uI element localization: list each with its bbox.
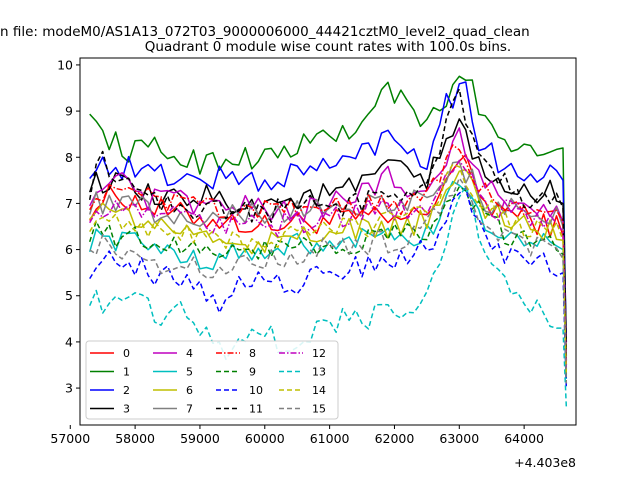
series-line-15 — [89, 177, 568, 384]
x-tick-label: 58000 — [115, 431, 155, 446]
x-tick-label: 64000 — [504, 431, 544, 446]
legend-label-1: 1 — [123, 366, 130, 379]
series-line-7 — [88, 160, 568, 366]
legend-label-10: 10 — [249, 384, 263, 397]
y-tick-label: 10 — [57, 57, 73, 72]
y-tick-label: 3 — [65, 381, 73, 396]
legend-label-4: 4 — [186, 347, 193, 360]
x-tick-label: 62000 — [375, 431, 415, 446]
x-tick-label: 57000 — [50, 431, 90, 446]
y-tick-label: 4 — [65, 334, 73, 349]
x-tick-label: 60000 — [245, 431, 285, 446]
y-tick-label: 7 — [65, 196, 73, 211]
y-tick-label: 8 — [65, 150, 73, 165]
series-line-12 — [89, 159, 568, 370]
series-line-13 — [89, 185, 568, 407]
y-tick-label: 5 — [65, 288, 73, 303]
series-line-1 — [89, 75, 568, 361]
legend-label-9: 9 — [249, 366, 256, 379]
legend-label-11: 11 — [249, 403, 263, 416]
x-tick-label: 63000 — [439, 431, 479, 446]
series-line-9 — [88, 185, 568, 384]
legend-label-8: 8 — [249, 347, 256, 360]
legend-label-14: 14 — [312, 384, 326, 397]
x-tick-label: 59000 — [180, 431, 220, 446]
legend-label-3: 3 — [123, 403, 130, 416]
legend-label-0: 0 — [123, 347, 130, 360]
plot-frame — [79, 57, 577, 426]
y-tick-label: 6 — [65, 242, 73, 257]
legend-label-15: 15 — [312, 403, 326, 416]
x-axis: 57000 58000 59000 60000 61000 62000 63000 64000 — [50, 425, 544, 446]
series-line-8 — [89, 144, 568, 366]
x-offset-label: +4.403e8 — [514, 455, 576, 470]
x-tick-label: 61000 — [310, 431, 350, 446]
legend-label-7: 7 — [186, 403, 193, 416]
legend-box — [85, 340, 339, 420]
series-line-2 — [89, 81, 568, 342]
legend-label-2: 2 — [123, 384, 130, 397]
series-line-0 — [89, 153, 568, 361]
chart-title: Quadrant 0 module wise count rates with … — [145, 39, 511, 55]
legend-label-13: 13 — [312, 366, 326, 379]
y-axis: 3 4 5 6 7 8 9 10 — [57, 57, 80, 396]
series-line-4 — [89, 127, 568, 370]
y-tick-label: 9 — [65, 104, 73, 119]
legend-label-12: 12 — [312, 347, 326, 360]
chart-suptitle: n file: modeM0/AS1A13_072T03_9000006000_… — [0, 24, 530, 40]
series-line-11 — [88, 88, 568, 356]
series-line-14 — [89, 163, 568, 375]
legend-label-5: 5 — [186, 366, 193, 379]
series-lines — [88, 75, 568, 407]
legend-label-6: 6 — [186, 384, 193, 397]
